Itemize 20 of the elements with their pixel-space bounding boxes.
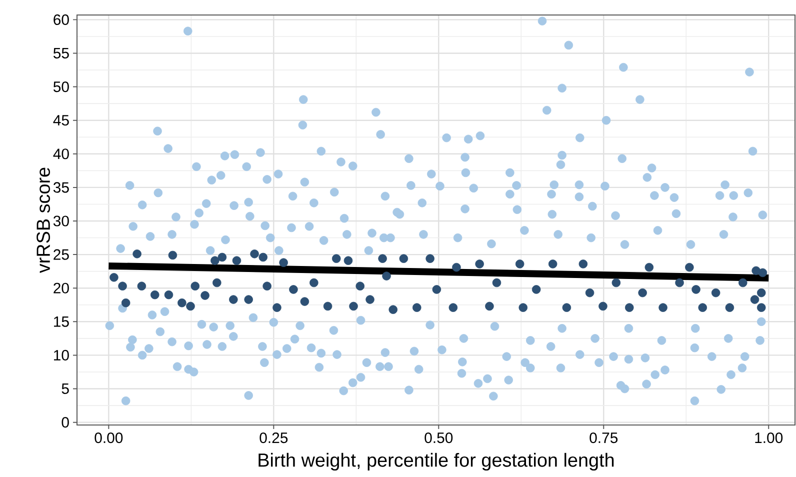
y-tick-label: 35 [53, 182, 69, 193]
y-tick-label: 45 [53, 115, 69, 126]
y-tick-label: 15 [54, 316, 69, 327]
x-tick-label: 0.50 [424, 432, 453, 444]
y-tick-label: 40 [53, 148, 69, 160]
x-tick-label: 0.25 [260, 432, 288, 444]
x-tick-label: 0.00 [94, 432, 123, 444]
y-tick-label: 0 [62, 417, 69, 428]
y-tick-label: 25 [54, 249, 69, 260]
y-tick-label: 55 [53, 48, 69, 58]
y-tick-label: 60 [54, 14, 69, 25]
y-tick-label: 50 [53, 82, 69, 92]
y-tick-label: 30 [53, 216, 69, 226]
x-axis-title: Birth weight, percentile for gestation length [258, 452, 614, 471]
x-tick-label: 1.00 [755, 432, 783, 444]
y-tick-label: 5 [62, 384, 69, 394]
x-tick-label: 0.75 [590, 432, 618, 444]
y-tick-label: 10 [54, 350, 69, 360]
y-axis-title: vrRSB score [36, 168, 50, 274]
y-tick-label: 20 [54, 282, 69, 294]
